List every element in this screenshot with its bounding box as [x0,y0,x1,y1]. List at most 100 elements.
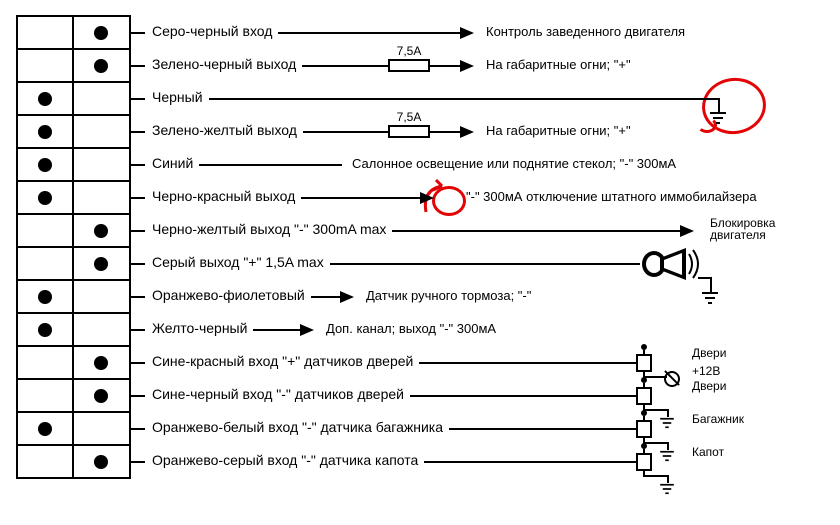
wire-stub [131,461,145,463]
pin-cell-left [18,50,74,81]
wire-color-label: Черно-желтый выход "-" 300mA max [152,222,386,236]
pin-row [16,17,131,50]
pin-cell-left [18,380,74,411]
wire-seg [278,32,460,34]
wire-color-label: Зелено-черный выход [152,57,296,71]
pin-cell-left [18,413,74,444]
pin-cell-right [74,215,130,246]
wire-color-label: Сине-черный вход "-" датчиков дверей [152,387,404,401]
arrow [680,225,694,237]
switch-icon [636,354,652,372]
wire-color-label: Оранжево-серый вход "-" датчика капота [152,453,418,467]
arrow [300,324,314,336]
arrow [420,192,434,204]
pin-cell-left [18,248,74,279]
wire-color-label: Оранжево-белый вход "-" датчика багажник… [152,420,443,434]
wire-desc: Салонное освещение или поднятие стекол; … [352,157,676,171]
wire-desc: На габаритные огни; "+" [486,58,631,72]
pin-row [16,380,131,413]
wire-seg [199,164,342,166]
switch-top [643,449,645,455]
pin-cell-right [74,347,130,378]
pin-cell-right [74,248,130,279]
wire-desc: Капот [692,446,724,458]
pin-dot [38,158,52,172]
pin-cell-left [18,83,74,114]
fuse-symbol [388,125,430,138]
pin-dot [38,191,52,205]
pin-cell-left [18,182,74,213]
pin-row [16,314,131,347]
wire-desc: Двери [692,380,726,392]
pin-dot [94,257,108,271]
pin-row [16,281,131,314]
wire-seg [301,197,420,199]
wire-seg [643,442,667,444]
ground-icon [710,112,726,124]
wire-color-label: Черно-красный выход [152,189,295,203]
wire-desc: Контроль заведенного двигателя [486,25,685,39]
wire-stub [131,197,145,199]
pin-row [16,215,131,248]
wire-color-label: Черный [152,90,203,104]
pin-row [16,446,131,479]
connector-block [16,15,131,479]
wire-seg [410,395,636,397]
wire-stub [131,263,145,265]
pin-cell-right [74,83,130,114]
ground-icon [660,450,674,460]
pin-cell-left [18,347,74,378]
ground-stem [667,475,669,483]
wire-desc: Блокировкадвигателя [710,217,775,241]
pin-row [16,248,131,281]
switch-icon [636,420,652,438]
wire-stub [131,164,145,166]
pin-row [16,116,131,149]
pin-dot [94,224,108,238]
pin-cell-left [18,149,74,180]
wire-seg [209,98,718,100]
pin-cell-left [18,215,74,246]
wire-seg [311,296,340,298]
wire-stub [131,131,145,133]
switch-top [643,416,645,422]
arrow [460,126,474,138]
pin-row [16,83,131,116]
wire-seg [643,475,667,477]
pin-row [16,50,131,83]
wire-seg [392,230,680,232]
wire-seg [303,131,388,133]
ground-stem [667,409,669,417]
wire-color-label: Сине-красный вход "+" датчиков дверей [152,354,413,368]
switch-top [643,350,645,356]
pin-cell-left [18,281,74,312]
pin-dot [38,92,52,106]
wire-seg [430,131,460,133]
ground-stem [718,98,720,112]
fuse-label: 7,5А [392,111,426,123]
pin-cell-right [74,182,130,213]
pin-cell-left [18,446,74,477]
wire-color-label: Желто-черный [152,321,247,335]
pin-cell-left [18,314,74,345]
wire-stub [131,32,145,34]
wire-desc: Датчик ручного тормоза; "-" [366,289,531,303]
wire-desc: Багажник [692,413,744,425]
wire-color-label: Зелено-желтый выход [152,123,297,137]
pin-dot [94,59,108,73]
pin-cell-right [74,446,130,477]
pin-cell-right [74,116,130,147]
wire-color-label: Серый выход "+" 1,5A max [152,255,324,269]
wire-stub [131,296,145,298]
pin-dot [38,422,52,436]
wire-stub [131,65,145,67]
pin-cell-right [74,50,130,81]
wire-seg [449,428,636,430]
pin-cell-right [74,17,130,48]
wire-seg [302,65,388,67]
ground-stem [667,442,669,450]
pin-dot [38,125,52,139]
pin-row [16,413,131,446]
wiring-diagram-canvas: Серо-черный входКонтроль заведенного дви… [0,0,840,525]
wire-seg [330,263,640,265]
